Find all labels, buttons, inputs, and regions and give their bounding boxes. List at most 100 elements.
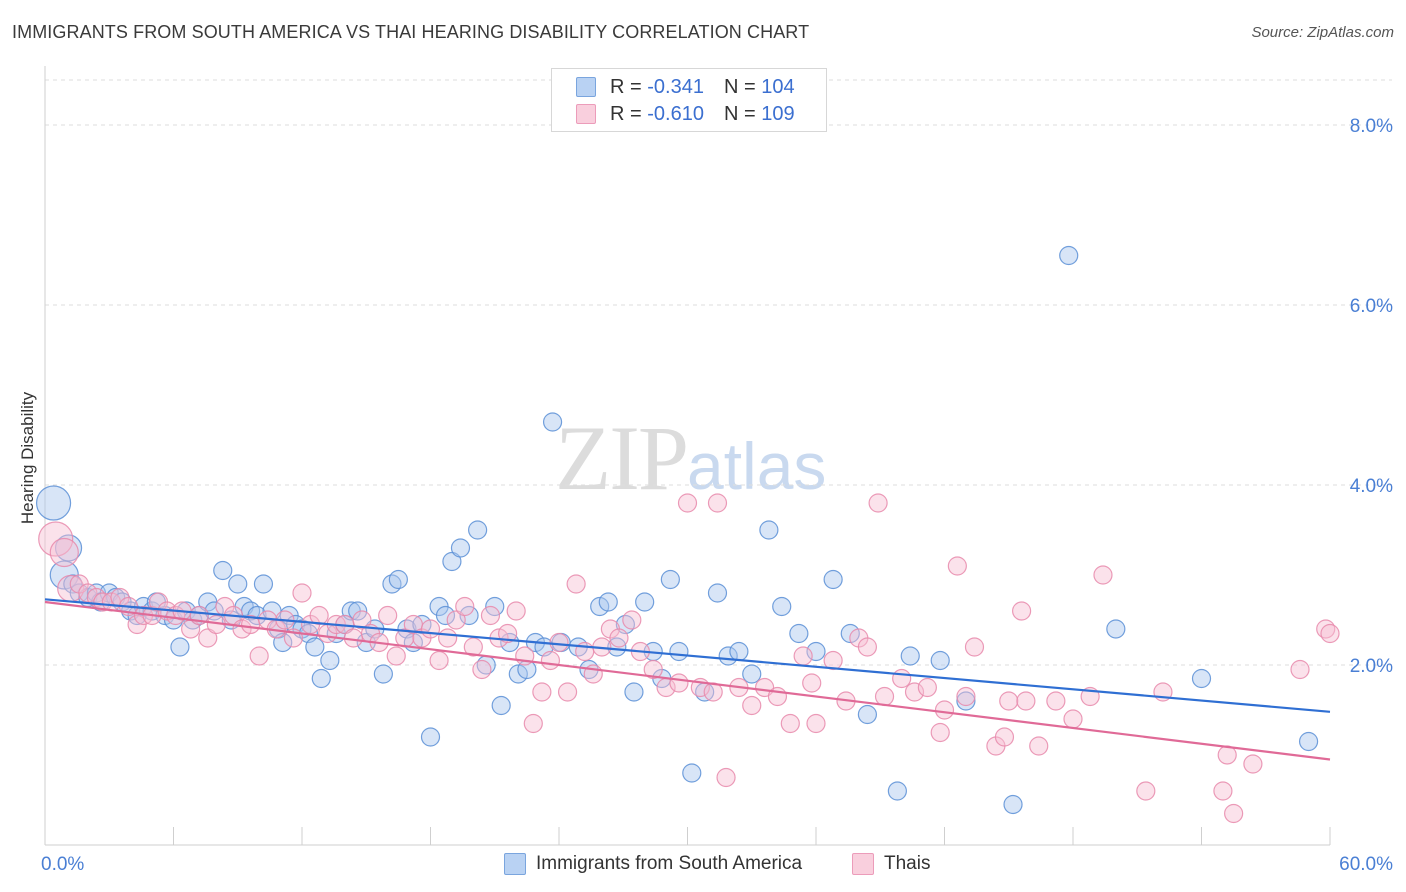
blue-point	[707, 583, 728, 603]
x-tick-label: 0.0%	[41, 854, 84, 875]
pink-point	[742, 695, 762, 716]
pink-point	[566, 574, 586, 594]
legend-r-label: R =	[610, 75, 648, 98]
pink-point	[472, 659, 492, 680]
blue-point	[491, 695, 511, 716]
pink-point	[532, 682, 552, 702]
blue-point	[1298, 731, 1319, 752]
pink-point	[523, 713, 543, 734]
blue-point	[348, 601, 368, 621]
legend-n-label: N =	[723, 102, 762, 125]
blue-point	[806, 641, 826, 662]
pink-point	[917, 677, 937, 698]
pink-point	[549, 632, 569, 653]
pink-point	[857, 637, 878, 657]
bottom-legend-swatch-blue	[504, 853, 526, 875]
pink-point	[956, 686, 976, 707]
pink-point	[823, 650, 843, 671]
blue-point	[729, 641, 749, 662]
bottom-legend-label: Thais	[884, 853, 931, 874]
pink-point	[429, 650, 449, 671]
legend-r-label: R =	[610, 102, 648, 125]
pink-point	[1093, 565, 1113, 585]
bottom-legend-swatch-pink	[852, 853, 874, 875]
blue-point	[35, 485, 72, 521]
pink-point	[38, 521, 74, 557]
blue-point	[450, 538, 471, 558]
blue-point	[598, 592, 618, 612]
pink-point	[352, 610, 372, 630]
blue-point	[823, 569, 843, 590]
pink-point	[540, 650, 561, 671]
blue-point	[485, 596, 505, 617]
blue-point	[840, 623, 860, 644]
blue-point	[320, 650, 340, 671]
pink-point	[947, 556, 967, 576]
pink-point	[292, 583, 312, 603]
legend-n-label: N =	[723, 75, 762, 98]
legend-row-thais: R = -0.610 N = 109	[576, 101, 795, 127]
blue-point	[956, 691, 976, 711]
pink-point	[892, 668, 912, 689]
y-tick-label: 2.0%	[1350, 656, 1393, 677]
blue-point	[388, 569, 408, 590]
blue-point	[900, 646, 920, 666]
pink-point	[643, 659, 663, 680]
legend-n-value: 109	[761, 102, 795, 125]
blue-point	[442, 551, 462, 572]
pink-point	[463, 637, 483, 657]
bottom-legend-thais: Thais	[852, 852, 930, 876]
blue-point	[228, 574, 248, 594]
pink-point	[1016, 691, 1036, 711]
pink-point	[1136, 781, 1156, 801]
pink-point	[677, 493, 698, 513]
blue-point	[1106, 619, 1126, 639]
trend-line-blue	[44, 598, 1331, 713]
pink-point	[506, 601, 526, 621]
pink-point	[557, 682, 578, 702]
pink-point	[780, 713, 800, 734]
blue-point	[373, 664, 393, 684]
pink-point	[806, 713, 826, 734]
blue-point	[468, 520, 488, 540]
pink-point	[438, 628, 458, 648]
watermark-atlas: atlas	[687, 429, 827, 503]
blue-point	[759, 520, 779, 540]
pink-point	[707, 493, 728, 513]
blue-point	[590, 596, 610, 617]
blue-point	[857, 704, 878, 725]
pink-point	[378, 605, 398, 626]
blue-point	[213, 560, 233, 581]
y-tick-label: 4.0%	[1350, 476, 1393, 497]
pink-point	[249, 646, 269, 666]
blue-point	[669, 641, 689, 662]
blue-point	[742, 664, 762, 684]
blue-point	[789, 623, 809, 644]
pink-point	[793, 646, 813, 666]
pink-point	[480, 605, 501, 626]
bottom-legend-label: Immigrants from South America	[536, 853, 803, 874]
correlation-legend: R = -0.341 N = 104 R = -0.610 N = 109	[551, 68, 827, 132]
source-label: Source: ZipAtlas.com	[1251, 24, 1394, 41]
legend-r-value: -0.341	[647, 75, 704, 98]
pink-point	[309, 605, 329, 626]
pink-point	[1290, 659, 1310, 680]
pink-point	[622, 610, 642, 630]
pink-point	[198, 628, 218, 648]
blue-point	[624, 682, 644, 702]
pink-point	[1243, 754, 1263, 774]
blue-point	[508, 664, 528, 684]
pink-point	[386, 646, 406, 666]
pink-point	[1320, 623, 1340, 644]
legend-swatch-pink	[576, 104, 596, 124]
pink-point	[930, 722, 950, 743]
blue-point	[311, 668, 331, 689]
pink-point	[669, 673, 689, 693]
blue-point	[542, 412, 563, 432]
pink-point	[716, 767, 736, 788]
pink-point	[1046, 691, 1066, 711]
chart-title: IMMIGRANTS FROM SOUTH AMERICA VS THAI HE…	[12, 22, 810, 42]
x-tick-label: 60.0%	[1339, 854, 1393, 875]
blue-point	[420, 727, 441, 747]
watermark: ZIPatlas	[555, 405, 826, 511]
